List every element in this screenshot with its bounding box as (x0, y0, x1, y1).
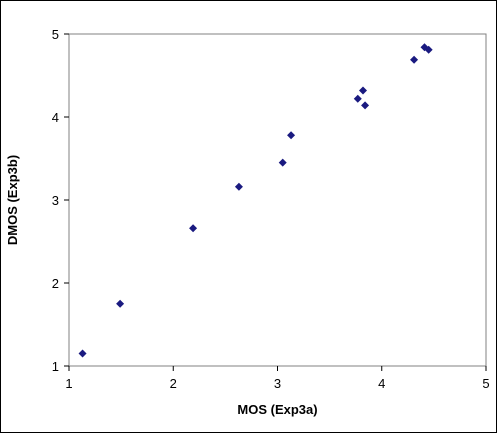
x-tick-label: 5 (482, 376, 489, 391)
data-point (189, 224, 198, 233)
y-axis-title: DMOS (Exp3b) (5, 155, 20, 245)
y-tick-label: 3 (52, 193, 59, 208)
x-tick-label: 3 (274, 376, 281, 391)
x-tick-label: 2 (170, 376, 177, 391)
y-tick-label: 5 (52, 27, 59, 42)
x-tick-label: 4 (378, 376, 385, 391)
plot-border (68, 33, 487, 367)
data-point (410, 55, 419, 64)
x-axis-title: MOS (Exp3a) (237, 402, 317, 417)
y-tick-label: 4 (52, 110, 59, 125)
data-point (116, 299, 125, 308)
data-point (278, 158, 287, 167)
data-point (361, 101, 370, 110)
x-tick-label: 1 (65, 376, 72, 391)
data-point (358, 86, 367, 95)
data-point (78, 349, 87, 358)
y-tick-label: 1 (52, 359, 59, 374)
y-tick-label: 2 (52, 276, 59, 291)
plot-area (68, 33, 487, 367)
data-point (424, 45, 433, 54)
data-point (287, 131, 296, 140)
data-point (353, 94, 362, 103)
data-points (78, 43, 433, 358)
data-point (234, 182, 243, 191)
axis-ticks: 1 2 3 4 5 1 2 3 4 5 (52, 27, 490, 391)
